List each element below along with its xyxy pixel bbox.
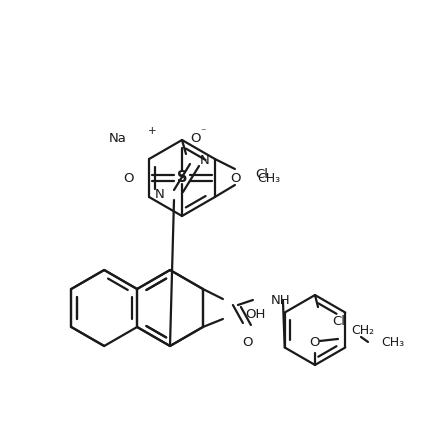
Text: +: +	[148, 126, 156, 136]
Text: CH₃: CH₃	[257, 173, 280, 186]
Text: O: O	[230, 172, 241, 184]
Text: OH: OH	[245, 308, 265, 321]
Text: Cl: Cl	[255, 169, 268, 181]
Text: NH: NH	[271, 293, 290, 307]
Text: O: O	[190, 131, 200, 145]
Text: ⁻: ⁻	[200, 127, 206, 137]
Text: Na: Na	[109, 131, 127, 145]
Text: N: N	[200, 153, 210, 166]
Text: CH₂: CH₂	[351, 325, 374, 337]
Text: N: N	[154, 187, 164, 201]
Text: CH₃: CH₃	[381, 336, 404, 350]
Text: O: O	[243, 336, 253, 350]
Text: O: O	[310, 336, 320, 350]
Text: Cl: Cl	[332, 314, 345, 328]
Text: O: O	[124, 172, 134, 184]
Text: S: S	[177, 170, 187, 186]
